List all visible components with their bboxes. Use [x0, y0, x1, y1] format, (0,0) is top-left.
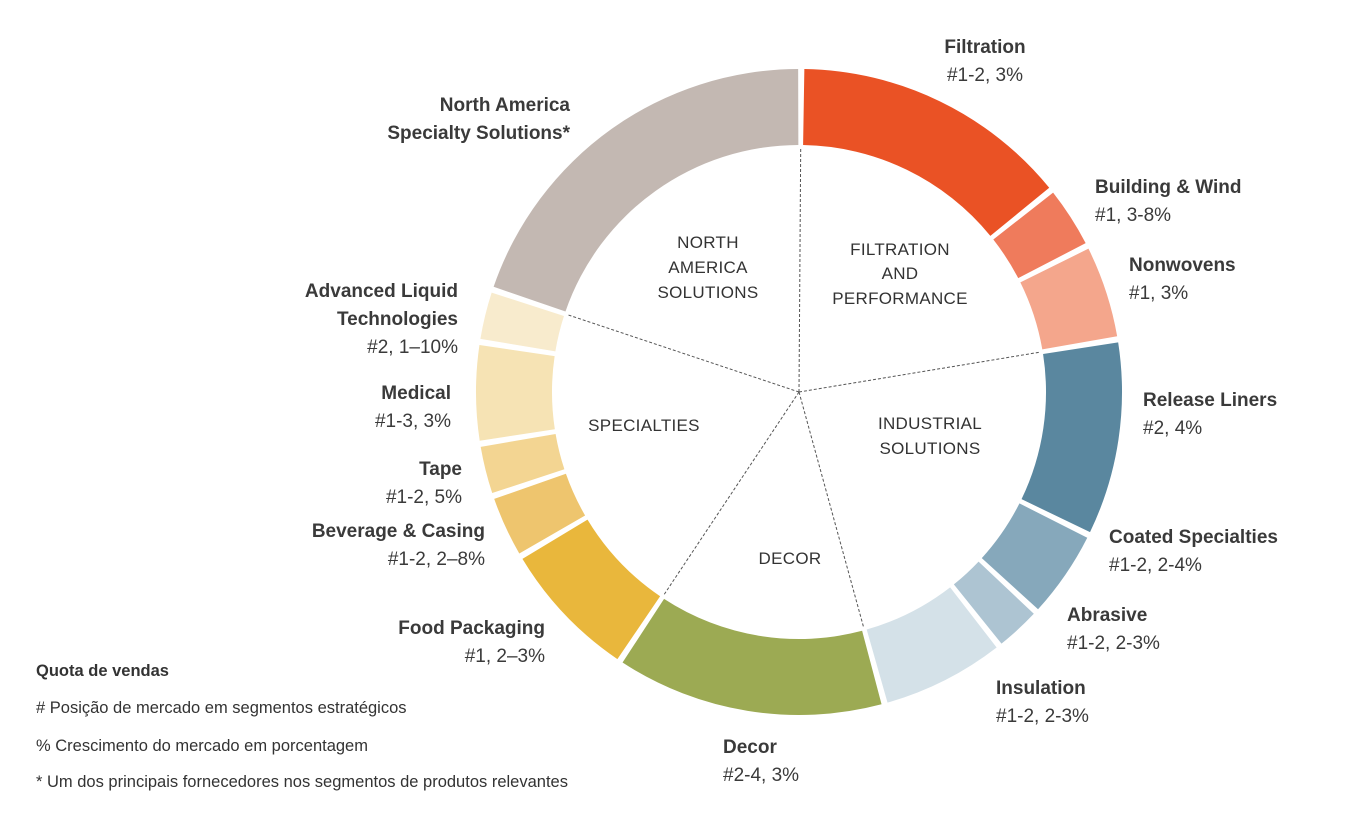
label-medical: Medical #1-3, 3% [375, 383, 451, 432]
group-divider-line [662, 391, 800, 597]
label-abrasive: Abrasive #1-2, 2-3% [1067, 605, 1160, 654]
segment-name: Nonwovens [1129, 255, 1236, 276]
label-release-liners: Release Liners #2, 4% [1143, 390, 1277, 439]
group-label-line: AMERICA [668, 258, 748, 277]
legend-note-leading-supplier: * Um dos principais fornecedores nos seg… [36, 773, 568, 791]
segment-value: #1-2, 5% [386, 487, 462, 508]
segment-value: #1-3, 3% [375, 411, 451, 432]
group-label-line: SOLUTIONS [658, 283, 759, 302]
label-coated-specialties: Coated Specialties #1-2, 2-4% [1109, 527, 1278, 576]
segment-value: #1-2, 3% [947, 65, 1023, 86]
segment-name: Beverage & Casing [312, 521, 485, 542]
segment-name: North America [440, 95, 571, 116]
donut-segment-abrasive [953, 561, 1034, 644]
label-food-packaging: Food Packaging #1, 2–3% [398, 618, 545, 667]
legend-note-market-position: # Posição de mercado em segmentos estrat… [36, 699, 407, 717]
group-label-specialties: SPECIALTIES [588, 416, 700, 435]
segment-name: Advanced Liquid [305, 281, 458, 302]
label-tape: Tape #1-2, 5% [386, 459, 462, 508]
segment-name: Medical [381, 383, 451, 404]
segment-value: #1, 3-8% [1095, 205, 1171, 226]
segment-value: #2-4, 3% [723, 765, 799, 786]
group-divider-line [798, 391, 865, 629]
group-label-line: PERFORMANCE [832, 289, 968, 308]
group-divider-line [798, 147, 802, 393]
segment-value: #2, 1–10% [367, 337, 458, 358]
segment-name: Insulation [996, 678, 1086, 699]
segment-value: #1-2, 2-3% [996, 706, 1089, 727]
label-building-wind: Building & Wind #1, 3-8% [1095, 177, 1242, 226]
legend-note-market-growth: % Crescimento do mercado em porcentagem [36, 737, 368, 755]
segment-value: #1-2, 2–8% [388, 549, 485, 570]
group-label-north-america-solutions: NORTH AMERICA SOLUTIONS [658, 233, 759, 302]
donut-segment-nonwovens [1020, 248, 1118, 350]
segment-value: #1-2, 2-4% [1109, 555, 1202, 576]
group-dividers [566, 147, 1041, 629]
donut-segment-coated-specialties [981, 503, 1088, 610]
donut-segment-north-america-specialty-solutions [493, 69, 799, 312]
group-label-line: NORTH [677, 233, 739, 252]
group-label-decor: DECOR [759, 549, 822, 568]
donut-segment-building-wind [993, 192, 1086, 279]
segment-name: Tape [419, 459, 462, 480]
label-nonwovens: Nonwovens #1, 3% [1129, 255, 1236, 304]
donut-segment-insulation [866, 587, 997, 703]
group-label-line: SPECIALTIES [588, 416, 700, 435]
group-label-industrial-solutions: INDUSTRIAL SOLUTIONS [878, 414, 982, 458]
donut-segment-advanced-liquid-technologies [480, 292, 564, 352]
segment-name: Building & Wind [1095, 177, 1242, 198]
segment-name: Release Liners [1143, 390, 1277, 411]
segment-name: Technologies [337, 309, 458, 330]
label-decor: Decor #2-4, 3% [723, 737, 799, 786]
donut-segment-release-liners [1021, 342, 1122, 533]
segment-name: Abrasive [1067, 605, 1147, 626]
segment-name: Coated Specialties [1109, 527, 1278, 548]
donut-segments [475, 69, 1122, 715]
donut-segment-tape [480, 433, 565, 494]
segment-value: #1, 3% [1129, 283, 1188, 304]
segment-name: Food Packaging [398, 618, 545, 639]
segment-name: Filtration [944, 37, 1025, 58]
label-insulation: Insulation #1-2, 2-3% [996, 678, 1089, 727]
segment-name: Specialty Solutions* [387, 123, 570, 144]
group-label-line: SOLUTIONS [880, 439, 981, 458]
label-filtration: Filtration #1-2, 3% [944, 37, 1025, 86]
donut-segment-medical [475, 345, 555, 441]
group-divider-line [566, 313, 800, 393]
group-label-line: INDUSTRIAL [878, 414, 982, 433]
group-label-line: DECOR [759, 549, 822, 568]
label-north-america-specialty-solutions: North America Specialty Solutions* [387, 95, 570, 144]
segment-value: #1, 2–3% [465, 646, 545, 667]
segment-value: #2, 4% [1143, 418, 1202, 439]
donut-segment-decor [622, 598, 882, 715]
group-label-line: AND [882, 264, 919, 283]
label-advanced-liquid-technologies: Advanced Liquid Technologies #2, 1–10% [305, 281, 458, 358]
label-beverage-casing: Beverage & Casing #1-2, 2–8% [312, 521, 485, 570]
legend-title: Quota de vendas [36, 662, 169, 680]
group-label-line: FILTRATION [850, 240, 950, 259]
donut-segment-filtration [803, 69, 1050, 236]
donut-segment-beverage-casing [494, 473, 586, 554]
donut-segment-food-packaging [522, 519, 661, 660]
group-divider-line [798, 351, 1041, 393]
segment-name: Decor [723, 737, 777, 758]
segment-value: #1-2, 2-3% [1067, 633, 1160, 654]
group-label-filtration-performance: FILTRATION AND PERFORMANCE [832, 240, 968, 308]
